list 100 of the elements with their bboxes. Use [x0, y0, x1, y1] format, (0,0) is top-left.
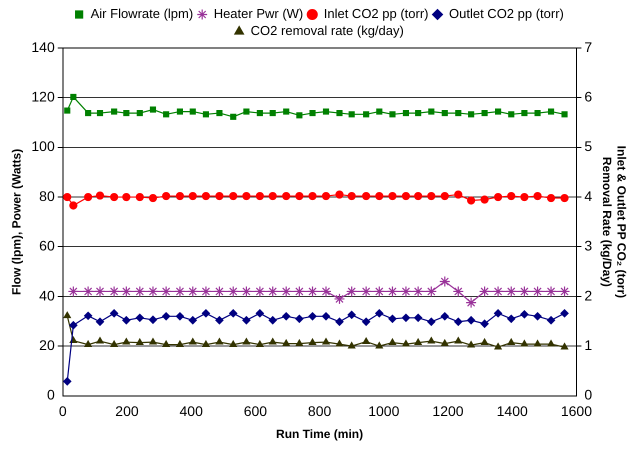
point	[532, 286, 544, 298]
point	[96, 318, 104, 326]
point	[454, 337, 462, 344]
point	[507, 192, 516, 200]
point	[69, 201, 78, 210]
point	[110, 192, 118, 202]
point	[160, 286, 172, 298]
point	[362, 318, 370, 326]
point	[188, 192, 197, 200]
point	[360, 286, 372, 298]
point	[148, 316, 158, 324]
point	[427, 318, 436, 326]
point	[375, 192, 384, 200]
point	[376, 108, 382, 115]
point	[270, 110, 276, 116]
point	[547, 340, 555, 346]
point	[190, 108, 196, 115]
point	[494, 343, 502, 350]
y-tick-label: 120	[31, 88, 55, 105]
point	[148, 194, 158, 202]
point	[348, 310, 356, 319]
point	[215, 192, 224, 200]
y-tick-label: 20	[39, 336, 55, 353]
point	[68, 286, 79, 298]
point	[414, 314, 422, 322]
point	[402, 314, 410, 322]
y2-tick-label: 6	[584, 88, 592, 105]
point	[122, 338, 130, 344]
y-tick-label: 100	[31, 138, 55, 154]
point	[362, 338, 370, 344]
point	[108, 286, 120, 298]
point	[335, 318, 344, 326]
point	[136, 192, 144, 202]
point	[162, 192, 170, 200]
point	[202, 309, 210, 318]
point	[149, 338, 157, 344]
point	[388, 314, 397, 323]
point	[189, 338, 196, 344]
point	[441, 340, 448, 346]
point	[308, 338, 316, 345]
point	[256, 309, 264, 318]
point	[348, 111, 355, 118]
point	[242, 192, 250, 200]
point	[560, 194, 569, 202]
point	[242, 316, 250, 324]
point	[176, 192, 184, 200]
point	[440, 192, 449, 200]
point	[415, 110, 422, 116]
point	[202, 340, 210, 347]
point	[96, 337, 104, 344]
y-tick-label: 0	[46, 386, 55, 403]
point	[521, 110, 528, 116]
point	[110, 309, 118, 318]
point	[296, 112, 302, 118]
point	[480, 195, 489, 204]
point	[518, 286, 530, 298]
point	[452, 286, 464, 298]
point	[240, 286, 252, 298]
point	[202, 111, 210, 118]
point	[520, 310, 529, 318]
point	[308, 192, 317, 200]
point	[230, 340, 237, 347]
point	[214, 286, 226, 298]
point	[202, 192, 210, 200]
point	[534, 110, 541, 116]
point	[506, 286, 517, 298]
point	[558, 286, 570, 298]
point	[136, 338, 144, 345]
point	[494, 192, 502, 202]
point	[362, 192, 370, 200]
y2-tick-label: 4	[584, 188, 592, 204]
point	[468, 111, 474, 118]
x-tick-label: 1600	[560, 403, 592, 420]
point	[426, 286, 437, 298]
point	[134, 286, 146, 298]
point	[508, 338, 515, 345]
point	[136, 110, 143, 116]
y-tick-label: 140	[31, 38, 55, 55]
point	[454, 190, 462, 199]
point	[243, 108, 250, 115]
legend-label: Outlet CO2 pp (torr)	[449, 6, 564, 22]
point	[336, 110, 343, 116]
point	[70, 94, 76, 100]
y-tick-label: 60	[39, 238, 55, 254]
point	[322, 312, 330, 320]
point	[147, 286, 159, 298]
point	[348, 342, 356, 348]
x-tick-label: 1000	[368, 403, 400, 420]
point	[229, 309, 238, 318]
point	[256, 192, 264, 200]
point	[508, 111, 514, 118]
point	[363, 111, 370, 118]
point	[467, 196, 476, 205]
point	[111, 108, 118, 115]
point	[520, 340, 528, 346]
point	[216, 338, 224, 344]
point	[534, 340, 542, 346]
point	[386, 286, 398, 298]
point	[282, 312, 290, 320]
point	[64, 312, 71, 318]
